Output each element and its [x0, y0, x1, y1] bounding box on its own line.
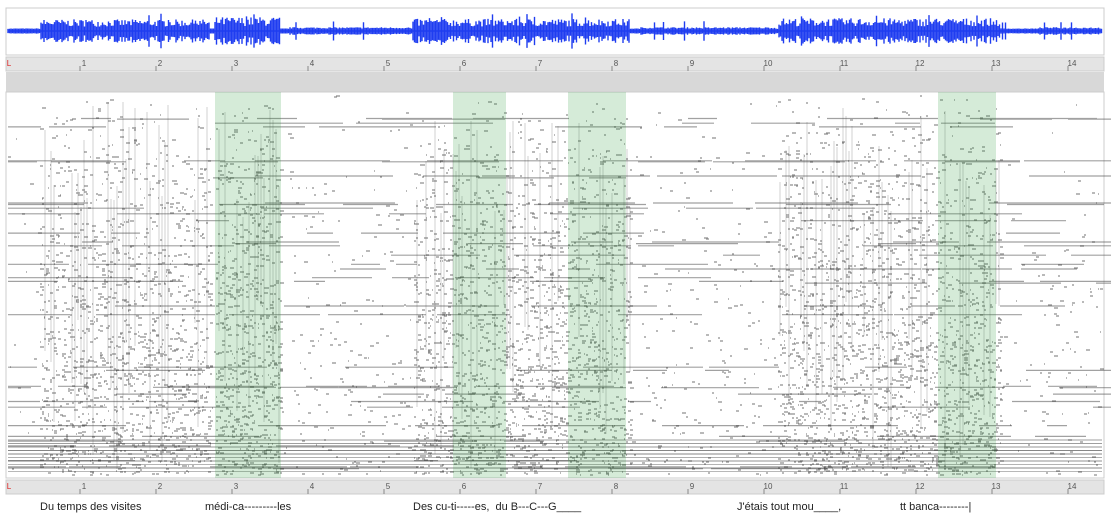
tick-label: 10	[764, 59, 773, 68]
tick-label: 4	[310, 482, 315, 491]
tick-label: 11	[840, 59, 849, 68]
caption: médi-ca---------les	[205, 501, 292, 513]
tick-label: 10	[764, 482, 773, 491]
highlights	[215, 92, 996, 478]
tick-label: 2	[158, 482, 163, 491]
tick-label: 9	[690, 482, 695, 491]
tick-label: 13	[992, 59, 1001, 68]
tick-label: 5	[386, 59, 391, 68]
tick-label: 4	[310, 59, 315, 68]
top-ruler	[5, 56, 1105, 72]
speech-texture	[8, 95, 1104, 476]
tick-label: 5	[386, 482, 391, 491]
tick-label: 7	[538, 59, 543, 68]
highlight-band	[568, 92, 626, 478]
tick-label: 14	[1068, 482, 1077, 491]
tick-label: 6	[462, 59, 467, 68]
ruler-gap	[6, 72, 1104, 92]
tick-label: 2	[158, 59, 163, 68]
tick-label: 3	[234, 59, 239, 68]
tick-label: 12	[916, 59, 925, 68]
tick-label: 8	[614, 59, 619, 68]
caption: J'étais tout mou____,	[737, 501, 841, 513]
caption: Du temps des visites	[40, 501, 142, 513]
tick-label: 9	[690, 59, 695, 68]
tick-label: 6	[462, 482, 467, 491]
tick-label: 7	[538, 482, 543, 491]
caption: tt banca--------|	[900, 501, 971, 513]
tick-label: 13	[992, 482, 1001, 491]
caption: Des cu-ti-----es, du B---C---G____	[413, 501, 582, 513]
bottom-ruler	[5, 479, 1105, 495]
tick-label: 3	[234, 482, 239, 491]
tick-label: 1	[82, 59, 87, 68]
tick-label: 12	[916, 482, 925, 491]
tick-label: 11	[840, 482, 849, 491]
tick-label: 14	[1068, 59, 1077, 68]
ruler-labels: L 1 2 3 4 5 6 7 8 9 10 11 12 13 14L 1 2 3 4 5 6 7 8 9 10 11 12 13 14	[7, 59, 1077, 494]
ruler-marker: L	[7, 59, 12, 68]
captions: Du temps des visites médi-ca---------les D…	[40, 501, 971, 513]
tick-label: 8	[614, 482, 619, 491]
spectrogram	[8, 95, 1111, 476]
ruler-marker: L	[7, 482, 12, 491]
highlight-band	[215, 92, 281, 478]
highlight-band	[453, 92, 506, 478]
striations	[44, 102, 1000, 469]
waveform	[7, 13, 1103, 49]
tick-label: 1	[82, 482, 87, 491]
highlight-band	[938, 92, 996, 478]
